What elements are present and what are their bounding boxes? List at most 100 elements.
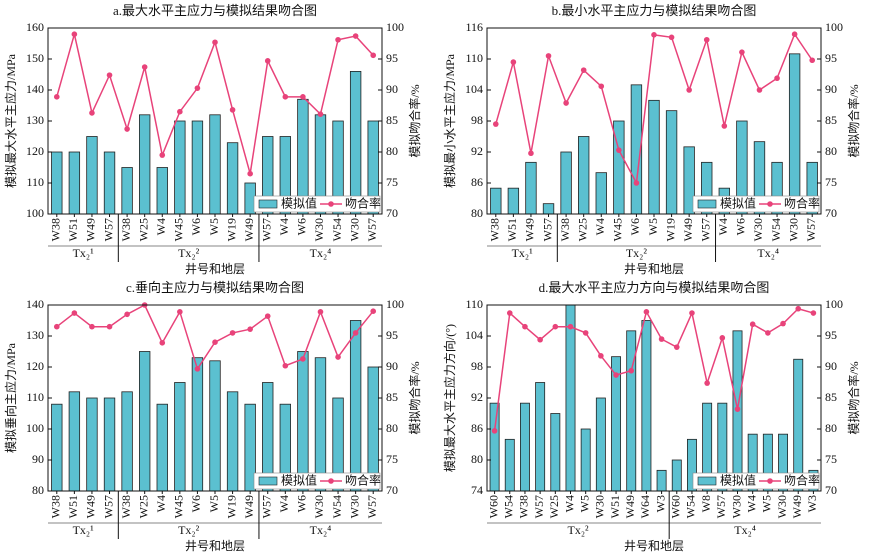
x-tick-label: W38 <box>49 495 63 518</box>
rate-line <box>493 307 814 431</box>
group-label: Tx₂² <box>626 246 648 260</box>
x-tick-label: W49 <box>84 218 98 241</box>
x-axis-label: 井号和地层 <box>624 539 684 553</box>
rate-point <box>300 356 306 362</box>
bar <box>226 391 239 492</box>
group-label: Tx₂⁴ <box>310 246 332 260</box>
y2-tick-label: 75 <box>825 175 837 189</box>
x-tick-label: W6 <box>734 218 748 235</box>
rate-point <box>598 353 604 359</box>
bar <box>68 151 81 215</box>
chart-title: b.最小水平主应力与模拟结果吻合图 <box>552 3 757 18</box>
rate-point <box>335 354 341 360</box>
legend-swatch <box>697 476 717 486</box>
group-label: Tx₂⁴ <box>734 523 756 537</box>
legend-swatch <box>697 199 717 209</box>
bar <box>103 397 116 492</box>
legend-swatch <box>258 476 278 486</box>
bar <box>560 151 572 215</box>
bar <box>68 391 81 492</box>
bar <box>490 187 502 215</box>
bar <box>103 151 116 215</box>
rate-point <box>628 367 635 374</box>
y-tick-label: 80 <box>32 483 44 497</box>
y-tick-label: 104 <box>465 328 483 342</box>
y2-tick-label: 75 <box>825 452 837 466</box>
bar <box>139 351 151 492</box>
rate-point <box>686 87 692 93</box>
rate-point <box>563 100 569 106</box>
bar <box>51 151 63 215</box>
y-tick-label: 90 <box>32 452 44 466</box>
rate-point <box>651 32 657 38</box>
x-tick-label: W5 <box>760 495 774 512</box>
y2-tick-label: 95 <box>386 51 398 65</box>
rate-point <box>739 49 745 55</box>
rate-point <box>721 123 728 129</box>
x-tick-label: W45 <box>611 218 625 241</box>
rate-point <box>124 311 130 318</box>
rate-point <box>582 330 589 336</box>
rate-point <box>124 126 130 132</box>
group-label: Tx₂² <box>568 523 590 537</box>
y2-tick-label: 85 <box>386 390 398 404</box>
x-tick-label: W30 <box>751 218 765 241</box>
bar <box>314 357 327 492</box>
y-tick-label: 80 <box>471 206 483 220</box>
rate-point <box>247 326 253 332</box>
x-tick-label: W38 <box>517 495 531 518</box>
x-tick-label: W57 <box>714 495 728 518</box>
legend-label: 吻合率 <box>784 472 820 487</box>
x-tick-label: W5 <box>207 218 221 235</box>
x-tick-label: W64 <box>638 495 652 518</box>
y-tick-label: 110 <box>465 297 483 311</box>
x-tick-label: W4 <box>744 495 758 512</box>
x-tick-label: W4 <box>277 495 291 512</box>
bar <box>788 53 801 215</box>
bar <box>580 428 591 492</box>
group-label: Tx₂² <box>178 246 200 260</box>
legend-swatch <box>258 199 278 209</box>
x-tick-label: W3 <box>653 495 667 512</box>
rate-point <box>194 366 201 372</box>
y-tick-label: 98 <box>471 359 483 373</box>
rate-point <box>598 83 605 90</box>
legend-label: 吻合率 <box>345 195 381 210</box>
bar <box>641 320 652 492</box>
x-tick-label: W6 <box>295 218 309 235</box>
rate-point <box>264 313 271 319</box>
y2-tick-label: 85 <box>825 390 837 404</box>
y-tick-label: 110 <box>26 390 44 404</box>
rate-point <box>774 75 780 82</box>
bar <box>121 391 133 492</box>
rate-point <box>580 67 587 73</box>
x-tick-label: W30 <box>347 218 361 241</box>
rate-point <box>370 308 377 315</box>
x-tick-label: W54 <box>684 495 698 518</box>
rate-point <box>537 336 543 343</box>
y-tick-label: 98 <box>471 113 483 127</box>
y-tick-label: 92 <box>471 144 483 158</box>
y-tick-label: 86 <box>471 175 483 189</box>
y2-tick-label: 90 <box>825 359 837 373</box>
legend-box <box>692 195 820 213</box>
y-axis-label: 模拟最大水平主应力方向/(°) <box>442 324 457 472</box>
rate-point <box>633 180 640 186</box>
rate-point <box>567 323 574 330</box>
y2-tick-label: 75 <box>386 452 398 466</box>
x-tick-label: W57 <box>365 495 379 518</box>
y2-tick-label: 100 <box>386 297 404 311</box>
y2-tick-label: 90 <box>386 359 398 373</box>
rate-point <box>765 330 771 336</box>
y-tick-label: 100 <box>26 206 44 220</box>
x-tick-label: W30 <box>775 495 789 518</box>
x-tick-label: W19 <box>224 495 238 518</box>
x-tick-label: W5 <box>577 495 591 512</box>
rate-point <box>300 94 306 100</box>
x-tick-label: W60 <box>669 495 683 518</box>
bar <box>156 167 168 215</box>
legend-label: 模拟值 <box>281 472 317 487</box>
rate-point <box>229 330 236 336</box>
x-tick-label: W57 <box>698 218 712 241</box>
y-tick-label: 92 <box>471 390 483 404</box>
